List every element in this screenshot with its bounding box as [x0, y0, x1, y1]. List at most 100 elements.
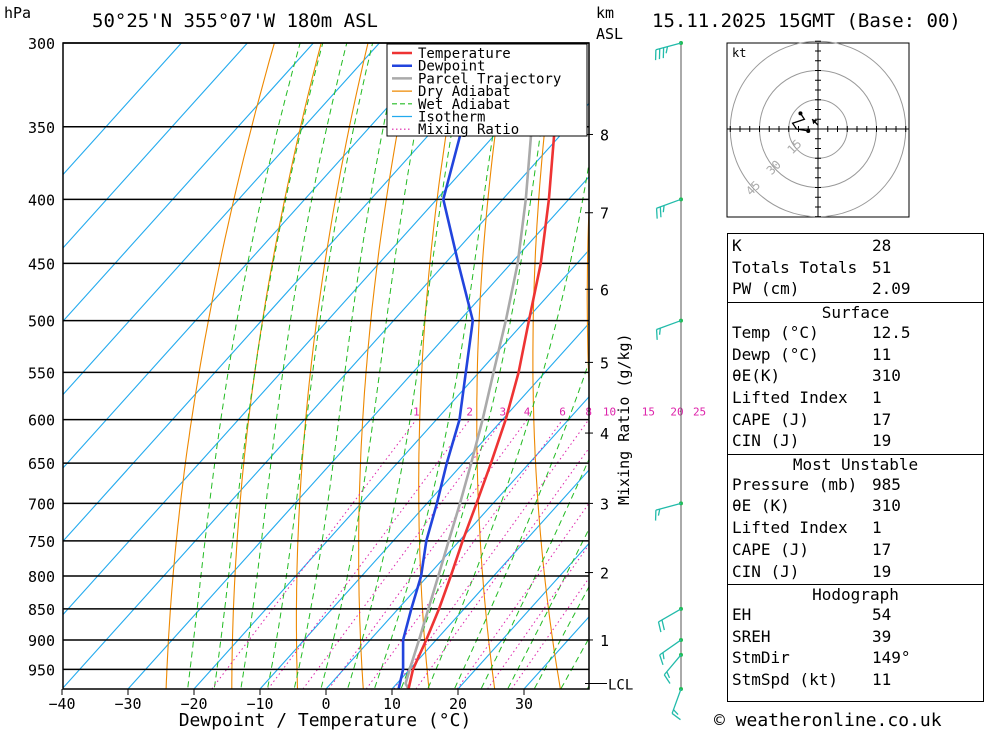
x-tick-label: 20 [449, 695, 467, 713]
pressure-tick-label: 950 [28, 661, 55, 679]
stat-value: 1 [872, 518, 882, 538]
stat-label: EH [732, 604, 752, 624]
mixing-ratio-label: 4 [524, 406, 531, 419]
stat-label: Dewp (°C) [732, 344, 819, 364]
isotherm-line [63, 102, 589, 689]
wind-barb-flag [671, 712, 681, 721]
legend-item-label: Isotherm [418, 110, 485, 126]
mixing-ratio-label: 25 [693, 406, 706, 419]
legend-item-label: Dry Adiabat [418, 84, 511, 100]
wind-barb-shaft [655, 42, 682, 51]
stats-section-title: Most Unstable [792, 455, 919, 474]
wind-barb [654, 501, 683, 521]
hodograph-point [798, 111, 803, 116]
stats-row-hodograph: StmDir 149° [728, 648, 983, 670]
wind-barb [657, 606, 683, 633]
isotherm-line [193, 249, 589, 689]
wet-adiabat-line [266, 43, 374, 689]
stat-label: CAPE (J) [732, 539, 810, 559]
pressure-tick-label: 900 [28, 632, 55, 650]
stats-row-most-unstable: Lifted Index 1 [728, 518, 983, 540]
x-tick-label: −40 [48, 695, 75, 713]
wind-barb-flag [657, 508, 661, 516]
wet-adiabat-line [427, 160, 589, 689]
km-tick-label: 6 [600, 281, 609, 299]
wind-barb-shaft [658, 608, 682, 623]
stat-label: CAPE (J) [732, 409, 810, 429]
mixing-ratio-line [365, 419, 564, 689]
stats-row-surface: CAPE (J) 17 [728, 410, 983, 432]
wet-adiabat-line [453, 360, 589, 689]
pressure-tick-label: 600 [28, 412, 55, 430]
isotherm-line [259, 322, 589, 689]
wind-barb [671, 687, 683, 721]
pressure-tick-label: 800 [28, 568, 55, 586]
wet-adiabat-line [213, 43, 324, 689]
isotherm-line [325, 395, 589, 689]
wind-barb [655, 318, 683, 340]
stats-row-most-unstable: θE (K) 310 [728, 496, 983, 518]
wet-adiabat-line [320, 43, 433, 689]
stat-label: θE(K) [732, 366, 781, 386]
stat-value: 985 [872, 474, 901, 494]
wind-barb-flag [659, 206, 662, 218]
wind-barb [654, 41, 683, 61]
stats-row-surface: Temp (°C) 12.5 [728, 323, 983, 345]
wind-barb-flag [663, 674, 671, 684]
mixing-ratio-line [487, 543, 589, 689]
mixing-ratio-line [328, 419, 528, 689]
pressure-tick-label: 400 [28, 191, 55, 209]
km-tick-label: 1 [600, 632, 609, 650]
wet-adiabat-line [507, 527, 589, 689]
mixing-ratio-line [393, 419, 589, 689]
wind-barb-flag [655, 329, 658, 340]
pressure-tick-label: 650 [28, 455, 55, 473]
hodograph-point [806, 128, 811, 133]
x-tick-label: 30 [515, 695, 533, 713]
isotherm-line [63, 43, 578, 616]
stats-divider [728, 584, 983, 586]
mixing-ratio-axis-title: Mixing Ratio (g/kg) [615, 333, 633, 505]
stats-row-most-unstable: CIN (J) 19 [728, 562, 983, 584]
stat-label: θE (K) [732, 496, 790, 516]
dry-adiabat-line [165, 43, 275, 689]
mixing-ratio-line [211, 419, 417, 689]
x-tick-label: −20 [180, 695, 207, 713]
dry-adiabat-line [231, 43, 322, 689]
wet-adiabat-line [480, 458, 589, 689]
km-tick-label: 7 [600, 205, 609, 223]
x-tick-label: 10 [383, 695, 401, 713]
stat-value: 19 [872, 561, 892, 581]
stat-label: Totals Totals [732, 257, 858, 277]
x-axis-title: Dewpoint / Temperature (°C) [179, 710, 472, 731]
pressure-tick-label: 500 [28, 313, 55, 331]
stat-label: PW (cm) [732, 279, 800, 299]
stat-value: 1 [872, 387, 882, 407]
stats-row-hodograph: SREH 39 [728, 627, 983, 649]
stat-value: 17 [872, 539, 892, 559]
datetime-title: 15.11.2025 15GMT (Base: 00) [652, 10, 961, 32]
pressure-unit: hPa [4, 4, 32, 22]
parcel-trajectory-line [404, 43, 543, 689]
km-tick-label: 5 [600, 354, 609, 372]
isotherm-line [391, 469, 589, 689]
wind-barb [655, 197, 683, 219]
wind-barb-shaft [655, 502, 682, 511]
legend-box [386, 43, 588, 137]
temperature-line [407, 43, 569, 689]
legend-item-label: Dewpoint [418, 59, 485, 75]
isotherm-line [63, 43, 248, 249]
height-unit-km: km [596, 4, 615, 22]
copyright: © weatheronline.co.uk [714, 710, 942, 731]
stat-label: Pressure (mb) [732, 474, 858, 494]
wet-adiabat-line [373, 43, 509, 689]
stats-section-title: Hodograph [812, 585, 899, 605]
stat-value: 19 [872, 431, 892, 451]
isotherm-line [63, 43, 314, 323]
stat-label: SREH [732, 626, 771, 646]
wind-barb-shaft [656, 198, 682, 209]
stats-row-surface: Lifted Index 1 [728, 388, 983, 410]
stat-label: K [732, 236, 742, 255]
stat-label: Temp (°C) [732, 322, 819, 342]
km-tick-label: 4 [600, 425, 609, 443]
